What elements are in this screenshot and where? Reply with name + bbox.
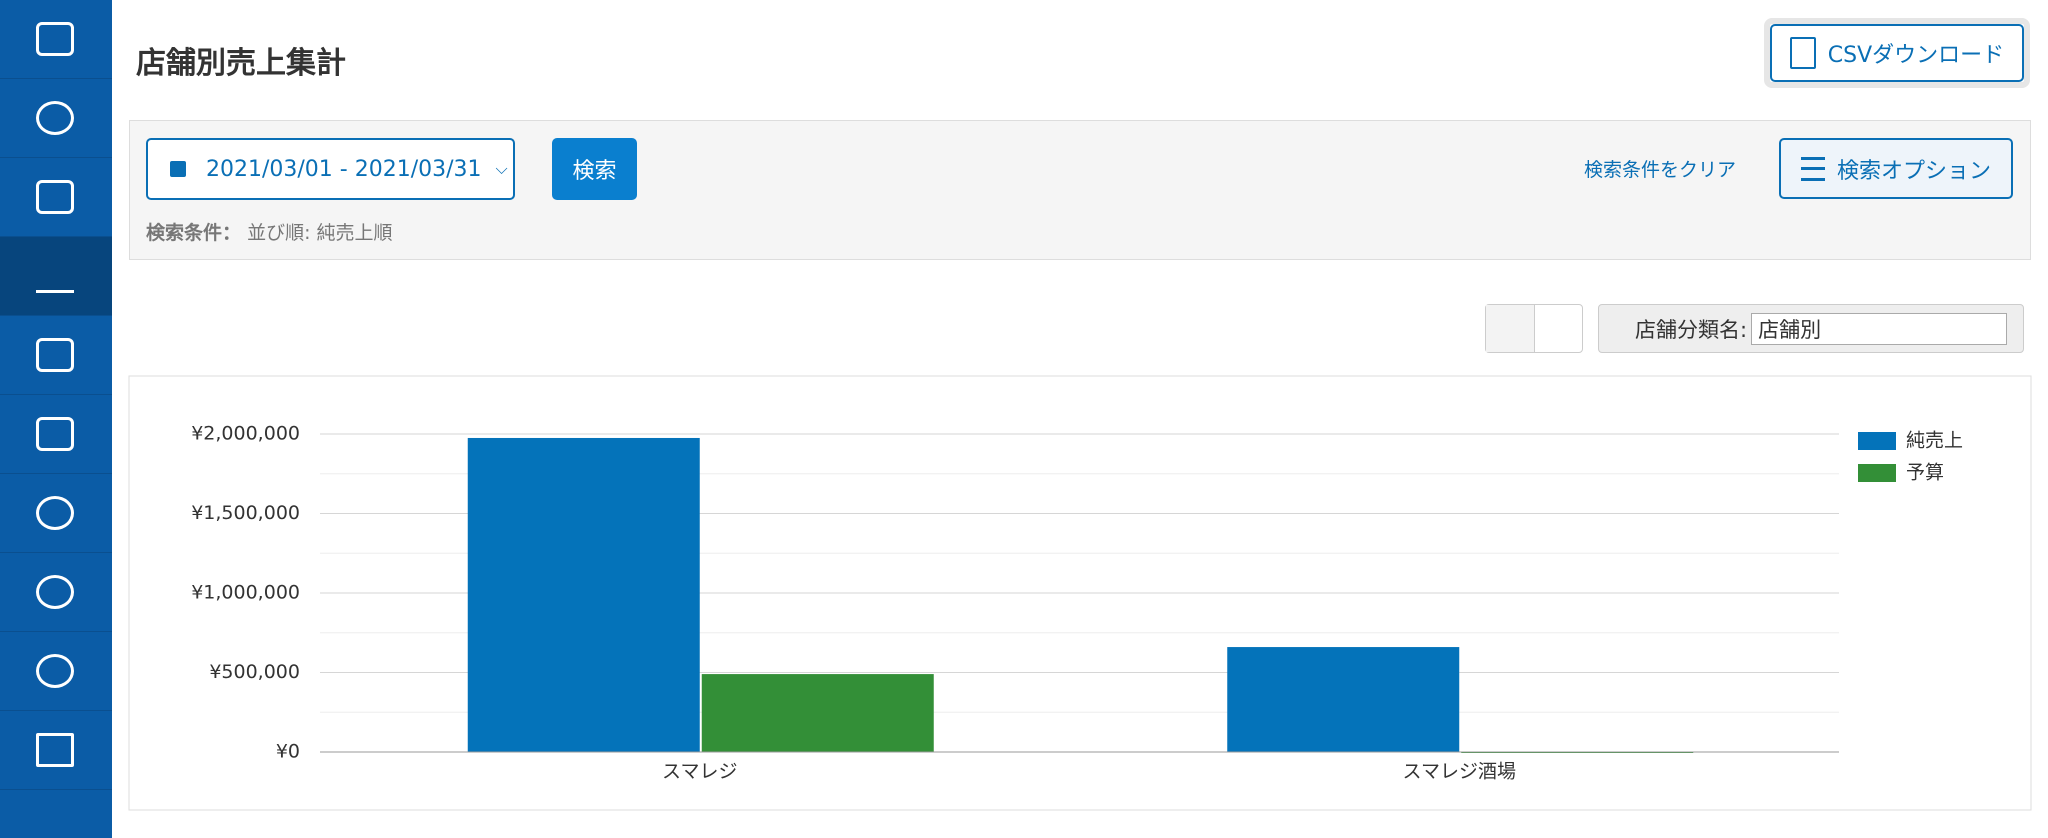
x-tick-label: スマレジ酒場: [1403, 761, 1516, 783]
bar: [467, 437, 700, 752]
legend-swatch: [1858, 432, 1896, 450]
bar: [701, 674, 934, 752]
nav-item[interactable]: [0, 0, 112, 79]
date-range[interactable]: 2021/03/01 - 2021/03/31 ⌵: [146, 138, 515, 200]
page-title: 店舗別売上集計: [136, 46, 346, 81]
options-button[interactable]: 検索オプション: [1779, 138, 2013, 199]
csv-button[interactable]: CSVダウンロード: [1764, 18, 2030, 88]
sidebar: [0, 0, 112, 838]
legend-label: 純売上: [1906, 430, 1963, 452]
options-label: 検索オプション: [1836, 158, 1991, 184]
nav-item[interactable]: [0, 632, 112, 711]
group-selector: 店舗分類名: 店舗別: [1598, 304, 2024, 353]
csv-label: CSVダウンロード: [1827, 43, 2005, 68]
vertical-bar-toggle[interactable]: [1486, 305, 1535, 352]
calendar-icon: [170, 161, 186, 177]
legend-label: 予算: [1906, 462, 1944, 484]
search-conditions: 検索条件： 並び順: 純売上順: [146, 218, 393, 245]
nav-item[interactable]: [0, 711, 112, 790]
condition-label: 検索条件：: [146, 222, 242, 244]
nav-item[interactable]: [0, 237, 112, 316]
nav-item[interactable]: [0, 474, 112, 553]
clear-link[interactable]: 検索条件をクリア: [1584, 159, 1737, 181]
search-button[interactable]: 検索: [552, 138, 637, 200]
nav-item[interactable]: [0, 553, 112, 632]
nav-item[interactable]: [0, 395, 112, 474]
chart-toggle: [1485, 304, 1583, 353]
nav-item[interactable]: [0, 79, 112, 158]
x-tick-label: スマレジ: [662, 761, 737, 783]
group-select[interactable]: 店舗別: [1751, 312, 2007, 345]
y-tick-label: ¥2,000,000: [191, 423, 300, 445]
y-tick-label: ¥1,500,000: [191, 502, 300, 524]
legend-swatch: [1858, 464, 1896, 482]
y-tick-label: ¥1,000,000: [191, 582, 300, 604]
y-tick-label: ¥0: [276, 741, 300, 763]
y-tick-label: ¥500,000: [209, 661, 300, 683]
date-text: 2021/03/01 - 2021/03/31: [206, 156, 482, 182]
bar: [1227, 647, 1460, 752]
chevron: ⌵: [495, 159, 508, 178]
condition-value: 並び順: 純売上順: [247, 222, 393, 244]
group-label: 店舗分類名:: [1635, 317, 1748, 342]
nav-item[interactable]: [0, 158, 112, 237]
menu-icon: [1800, 156, 1825, 181]
file-icon: [1789, 37, 1816, 69]
nav-item[interactable]: [0, 316, 112, 395]
